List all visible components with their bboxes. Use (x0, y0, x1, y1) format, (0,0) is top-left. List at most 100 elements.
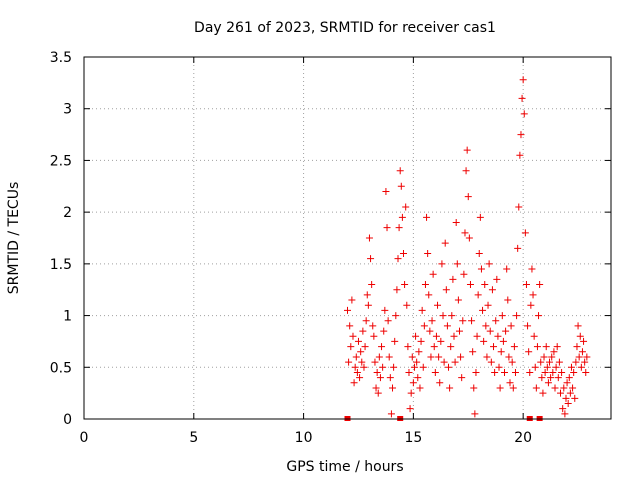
data-point (577, 363, 585, 371)
data-point (423, 213, 431, 221)
data-point (465, 234, 473, 242)
data-point (575, 353, 583, 361)
data-point (480, 337, 488, 345)
data-point (375, 353, 383, 361)
data-point (463, 146, 471, 154)
data-point (499, 337, 507, 345)
data-point (552, 363, 560, 371)
data-point (574, 322, 582, 330)
data-point (452, 218, 460, 226)
data-point (352, 353, 360, 361)
data-point (455, 327, 463, 335)
data-point (563, 379, 571, 387)
data-point (508, 358, 516, 366)
data-point (445, 363, 453, 371)
data-point (477, 265, 485, 273)
data-point (542, 343, 550, 351)
x-tick-label: 10 (295, 430, 313, 446)
data-point (379, 363, 387, 371)
data-point (473, 332, 481, 340)
data-point (502, 327, 510, 335)
data-point (363, 291, 371, 299)
data-point (488, 286, 496, 294)
data-point (437, 337, 445, 345)
data-point (380, 327, 388, 335)
data-point (471, 410, 479, 418)
tick-labels: 0 5 10 15 20 0 0.5 1 1.5 2 2.5 3 3.5 (50, 50, 532, 446)
data-point (546, 358, 554, 366)
data-point (538, 374, 546, 382)
data-point (493, 275, 501, 283)
data-point (517, 131, 525, 139)
data-point (520, 110, 528, 118)
data-point (348, 296, 356, 304)
data-series-srmtid (344, 76, 591, 421)
data-point (483, 353, 491, 361)
data-point (495, 363, 503, 371)
data-point (550, 348, 558, 356)
data-point (497, 348, 505, 356)
data-point (356, 374, 364, 382)
data-point (511, 368, 519, 376)
data-point (569, 384, 577, 392)
data-point (414, 374, 422, 382)
data-point (431, 368, 439, 376)
data-point (479, 306, 487, 314)
plot-frame (83, 56, 612, 420)
data-point (362, 317, 370, 325)
y-axis-label: SRMTID / TECUs (6, 182, 22, 295)
data-point (462, 167, 470, 175)
data-point (486, 327, 494, 335)
data-point (543, 363, 551, 371)
data-point (580, 337, 588, 345)
data-point (361, 343, 369, 351)
data-point (530, 332, 538, 340)
data-point (351, 363, 359, 371)
data-point (537, 358, 545, 366)
data-point (544, 379, 552, 387)
y-tick-label: 0 (63, 412, 72, 428)
data-point (454, 296, 462, 304)
data-point (583, 353, 591, 361)
data-point (573, 343, 581, 351)
x-tick-label: 20 (514, 430, 532, 446)
axis-ticks (83, 56, 611, 420)
data-point (533, 343, 541, 351)
data-point (397, 182, 405, 190)
data-point (457, 353, 465, 361)
data-point (432, 332, 440, 340)
y-tick-label: 3.5 (50, 50, 72, 66)
data-point (405, 368, 413, 376)
data-point (487, 358, 495, 366)
data-point (539, 389, 547, 397)
data-point (441, 239, 449, 247)
data-point (398, 213, 406, 221)
data-point (418, 306, 426, 314)
data-point (561, 410, 569, 418)
data-point (344, 306, 351, 314)
data-point (427, 353, 435, 361)
data-point (415, 348, 423, 356)
data-point (559, 405, 567, 413)
x-axis-label: GPS time / hours (286, 459, 403, 475)
data-point (365, 234, 373, 242)
data-point (393, 286, 401, 294)
data-point (570, 368, 578, 376)
data-point (430, 343, 438, 351)
data-point (453, 260, 461, 268)
data-point (509, 384, 517, 392)
data-point (450, 332, 458, 340)
data-point (504, 296, 512, 304)
data-point (541, 368, 549, 376)
data-point (458, 374, 466, 382)
data-point (459, 317, 467, 325)
data-point (581, 358, 589, 366)
data-point (386, 374, 394, 382)
y-tick-label: 3 (63, 102, 72, 118)
data-point (503, 265, 511, 273)
data-point (408, 353, 416, 361)
data-point (407, 389, 415, 397)
grid-lines (84, 57, 611, 419)
data-point (481, 281, 489, 289)
data-point (522, 281, 530, 289)
